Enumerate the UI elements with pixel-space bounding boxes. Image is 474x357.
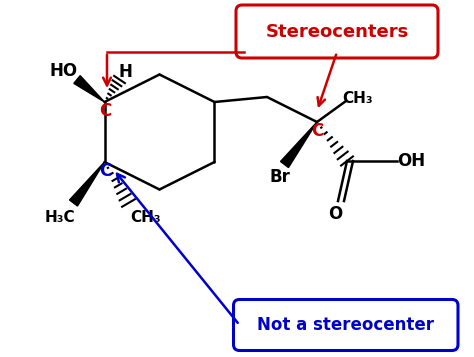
Text: Not a stereocenter: Not a stereocenter <box>257 316 434 334</box>
Polygon shape <box>70 162 104 206</box>
Text: H₃C: H₃C <box>44 210 75 225</box>
Text: CH₃: CH₃ <box>131 210 161 225</box>
Text: C: C <box>100 162 111 180</box>
Text: Stereocenters: Stereocenters <box>265 22 409 40</box>
Text: O: O <box>328 205 343 222</box>
Text: OH: OH <box>397 152 425 170</box>
Polygon shape <box>281 122 317 167</box>
Text: C: C <box>311 122 323 140</box>
Text: CH₃: CH₃ <box>343 91 374 106</box>
FancyBboxPatch shape <box>236 5 438 58</box>
Text: C: C <box>100 102 111 120</box>
Text: Br: Br <box>269 168 290 186</box>
Text: H: H <box>118 63 132 81</box>
Polygon shape <box>74 76 104 102</box>
Text: HO: HO <box>49 62 78 80</box>
FancyBboxPatch shape <box>234 300 458 351</box>
